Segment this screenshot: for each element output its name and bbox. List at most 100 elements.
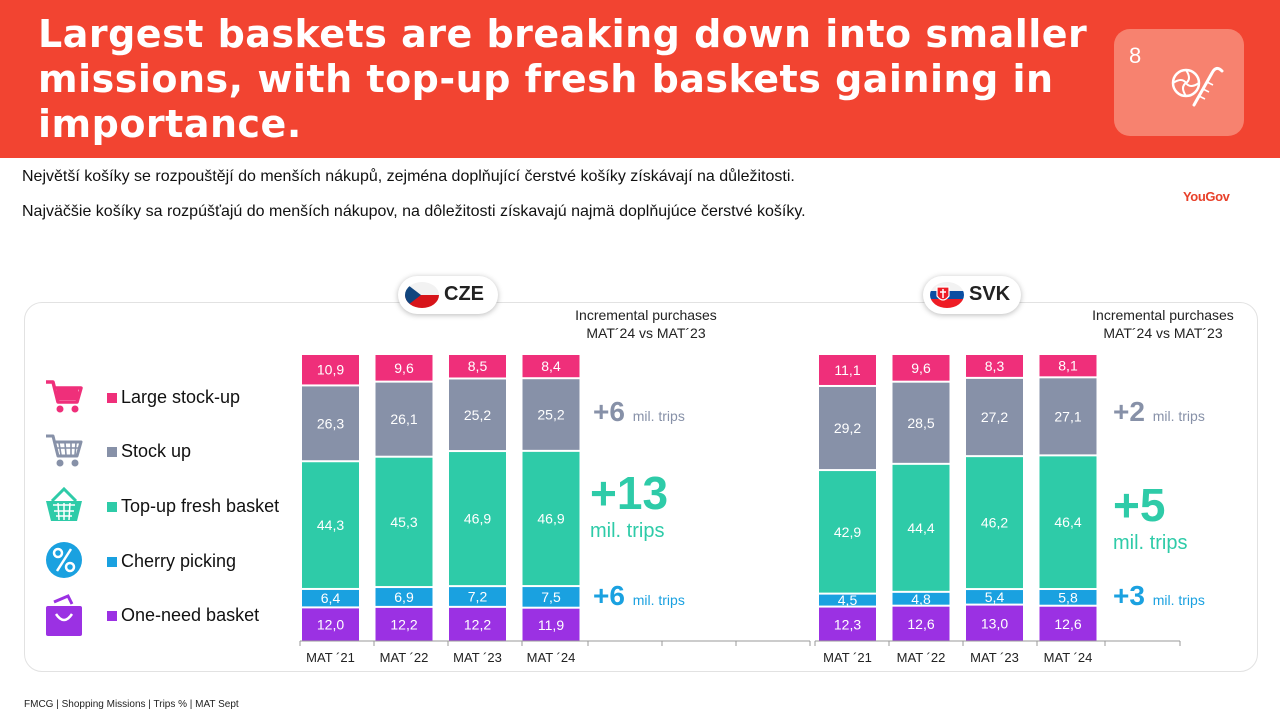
bar-svk-one-need <box>966 605 1023 641</box>
delta-value: +6 <box>593 396 625 427</box>
delta-value: +2 <box>1113 396 1145 427</box>
bar-cze-fresh <box>449 452 506 586</box>
legend-swatch <box>107 502 117 512</box>
basket-icon <box>44 485 84 530</box>
data-label: 11,9 <box>538 617 564 633</box>
country-label: SVK <box>969 283 1011 305</box>
data-label: 7,2 <box>468 588 488 604</box>
incremental-label-line1: Incremental purchases <box>575 307 717 323</box>
delta-value: +3 <box>1113 580 1145 611</box>
incremental-label-line2: MAT´24 vs MAT´23 <box>586 325 706 341</box>
legend-swatch <box>107 611 117 621</box>
bar-svk-one-need <box>1039 606 1097 641</box>
data-label: 46,4 <box>1054 514 1081 530</box>
bar-svk-stock-up <box>892 382 950 463</box>
x-tick-label: MAT ´22 <box>897 650 946 665</box>
country-label: CZE <box>444 283 484 305</box>
delta-unit: mil. trips <box>632 408 685 424</box>
bar-cze-cherry <box>302 589 359 607</box>
data-label: 8,4 <box>541 358 561 374</box>
bar-svk-cherry <box>892 592 950 605</box>
legend-label: Top-up fresh basket <box>121 496 280 516</box>
data-label: 12,3 <box>834 616 861 632</box>
footer-note: FMCG | Shopping Missions | Trips % | MAT… <box>24 699 239 710</box>
subtitle-sk: Najväčšie košíky sa rozpúšťajú do menšíc… <box>22 203 806 220</box>
delta-unit: mil. trips <box>632 592 685 608</box>
data-label: 8,1 <box>1058 358 1078 374</box>
shopping-cart-icon <box>44 430 84 475</box>
bar-cze-fresh <box>522 451 580 586</box>
bar-cze-one-need <box>449 607 506 641</box>
data-label: 45,3 <box>390 514 417 530</box>
data-label: 12,2 <box>464 616 491 632</box>
delta-value: +6 <box>593 580 625 611</box>
delta-value: +5 <box>1113 479 1166 531</box>
bar-cze-one-need <box>302 608 359 641</box>
delta-fresh-svk: +5 mil. trips <box>1113 480 1187 556</box>
country-pill-cze: CZE <box>398 276 498 314</box>
data-label: 44,3 <box>317 517 344 533</box>
page-title: Largest baskets are breaking down into s… <box>38 12 1088 146</box>
candy-icon <box>1166 55 1226 120</box>
legend-item-one-need-basket: One-need basket <box>44 594 304 638</box>
data-label: 25,2 <box>537 407 564 423</box>
bar-svk-fresh <box>819 471 876 593</box>
delta-unit: mil. trips <box>1113 532 1188 554</box>
x-tick-label: MAT ´24 <box>1044 650 1093 665</box>
x-tick-label: MAT ´21 <box>823 650 872 665</box>
data-label: 6,9 <box>394 589 414 605</box>
x-tick-label: MAT ´24 <box>527 650 576 665</box>
data-label: 4,5 <box>838 592 858 608</box>
delta-value: +13 <box>590 467 669 519</box>
incremental-label-line1: Incremental purchases <box>1092 307 1234 323</box>
data-label: 5,4 <box>985 589 1005 605</box>
bar-cze-fresh <box>375 457 433 587</box>
data-label: 26,3 <box>317 415 344 431</box>
bar-svk-cherry <box>1039 590 1097 605</box>
delta-large-stock-up-cze: +6 mil. trips <box>593 396 685 428</box>
bar-cze-stock-up <box>449 379 506 451</box>
data-label: 5,8 <box>1058 589 1078 605</box>
legend-item-cherry-picking: Cherry picking <box>44 540 304 584</box>
delta-unit: mil. trips <box>1152 592 1205 608</box>
percent-icon <box>44 540 84 585</box>
bar-svk-cherry <box>819 594 876 606</box>
data-label: 44,4 <box>907 520 934 536</box>
incremental-label-cze: Incremental purchases MAT´24 vs MAT´23 <box>556 306 736 342</box>
legend-item-large-stock-up: Large stock-up <box>44 376 304 420</box>
bar-svk-large-stock-up <box>892 355 950 381</box>
bar-cze-stock-up <box>375 382 433 456</box>
data-label: 12,6 <box>907 616 934 632</box>
incremental-label-svk: Incremental purchases MAT´24 vs MAT´23 <box>1073 306 1253 342</box>
data-label: 10,9 <box>317 362 344 378</box>
data-label: 29,2 <box>834 420 861 436</box>
czech-flag-icon <box>404 282 440 313</box>
delta-unit: mil. trips <box>590 520 665 542</box>
data-label: 25,2 <box>464 407 491 423</box>
bar-cze-one-need <box>375 607 433 641</box>
page-number: 8 <box>1129 43 1142 68</box>
bar-cze-cherry <box>375 588 433 606</box>
data-label: 46,2 <box>981 515 1008 531</box>
delta-cherry-svk: +3 mil. trips <box>1113 580 1205 612</box>
bar-cze-one-need <box>522 608 580 641</box>
bar-cze-large-stock-up <box>375 355 433 381</box>
data-label: 12,0 <box>317 617 344 633</box>
data-label: 8,3 <box>985 358 1005 374</box>
bar-cze-cherry <box>522 587 580 607</box>
data-label: 28,5 <box>907 415 934 431</box>
bar-cze-large-stock-up <box>302 355 359 385</box>
delta-unit: mil. trips <box>1152 408 1205 424</box>
data-label: 7,5 <box>541 589 561 605</box>
bar-cze-stock-up <box>302 386 359 461</box>
data-label: 6,4 <box>321 590 341 606</box>
bar-svk-large-stock-up <box>1039 355 1097 377</box>
data-label: 13,0 <box>981 615 1008 631</box>
bar-svk-large-stock-up <box>819 355 876 385</box>
x-tick-label: MAT ´22 <box>380 650 429 665</box>
bar-svk-cherry <box>966 590 1023 604</box>
data-label: 46,9 <box>537 510 564 526</box>
bar-cze-large-stock-up <box>449 355 506 378</box>
legend-swatch <box>107 557 117 567</box>
